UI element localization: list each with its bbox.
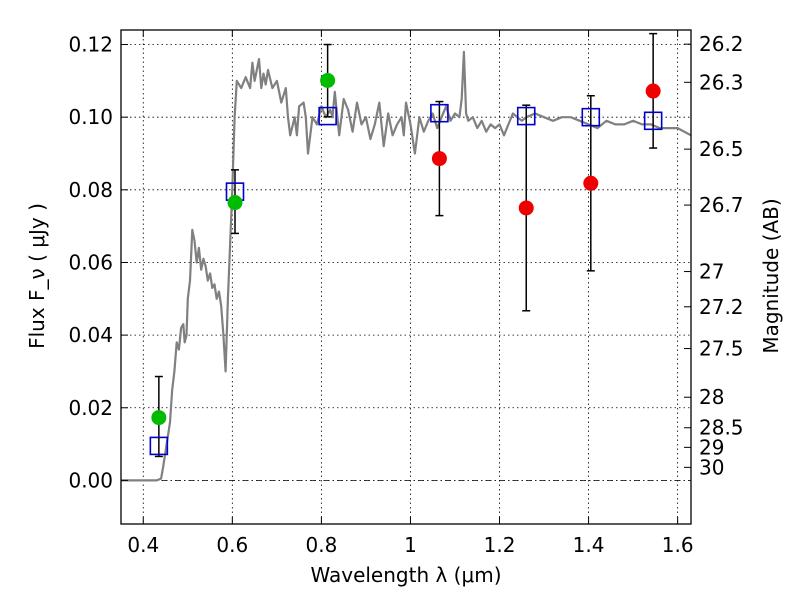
magnitude-tick-label: 27.5 — [699, 337, 744, 361]
detection-point — [227, 195, 243, 211]
model-photometry-point — [430, 103, 449, 123]
magnitude-tick-label: 28 — [699, 385, 724, 409]
y-tick-label: 0.02 — [68, 396, 113, 420]
x-tick-label: 1 — [404, 533, 417, 557]
non-detection-point — [583, 175, 599, 191]
model-spectrum — [121, 50, 692, 482]
y-tick-label: 0.04 — [68, 323, 113, 347]
y-axis-label: Flux F_ν ( μJy ) — [25, 203, 49, 349]
magnitude-tick-label: 26.7 — [699, 193, 744, 217]
x-tick-label: 0.8 — [305, 533, 337, 557]
magnitude-tick-label: 30 — [699, 455, 724, 479]
non-detection-point — [518, 200, 534, 216]
magnitude-axis-label: Magnitude (AB) — [759, 198, 783, 353]
x-tick-label: 0.6 — [216, 533, 248, 557]
observed-points — [151, 72, 661, 426]
model-photometry-point — [643, 111, 663, 131]
axis-ticks: 0.4 0.6 0.8 1 1.2 1.4 1.6 0.00 0.02 0.04 0.06 0.08 0… — [68, 30, 744, 557]
x-tick-label: 0.4 — [127, 533, 159, 557]
magnitude-tick-label: 27.2 — [699, 295, 744, 319]
model-photometry-point — [149, 436, 169, 456]
y-tick-label: 0.12 — [68, 33, 113, 57]
x-tick-label: 1.6 — [662, 533, 694, 557]
model-photometry-squares — [149, 103, 663, 456]
model-photometry-point — [516, 106, 536, 126]
detection-point — [320, 72, 336, 88]
x-tick-label: 1.2 — [484, 533, 516, 557]
spectrum-line — [121, 50, 692, 482]
y-tick-label: 0.00 — [68, 468, 113, 492]
plot-frame — [120, 29, 692, 525]
x-tick-label: 1.4 — [573, 533, 605, 557]
y-tick-label: 0.06 — [68, 250, 113, 274]
magnitude-tick-label: 26.3 — [699, 70, 744, 94]
y-tick-label: 0.10 — [68, 105, 113, 129]
non-detection-point — [645, 83, 661, 99]
model-photometry-point — [581, 107, 601, 127]
model-photometry-point — [318, 106, 337, 126]
non-detection-point — [431, 151, 447, 167]
magnitude-tick-label: 29 — [699, 435, 724, 459]
x-axis-label: Wavelength λ (μm) — [310, 563, 501, 587]
y-tick-label: 0.08 — [68, 178, 113, 202]
magnitude-tick-label: 26.2 — [699, 32, 744, 56]
magnitude-tick-label: 26.5 — [699, 137, 744, 161]
magnitude-tick-label: 27 — [699, 260, 724, 284]
detection-point — [151, 410, 167, 426]
magnitude-tick-label: 28.5 — [699, 416, 744, 440]
